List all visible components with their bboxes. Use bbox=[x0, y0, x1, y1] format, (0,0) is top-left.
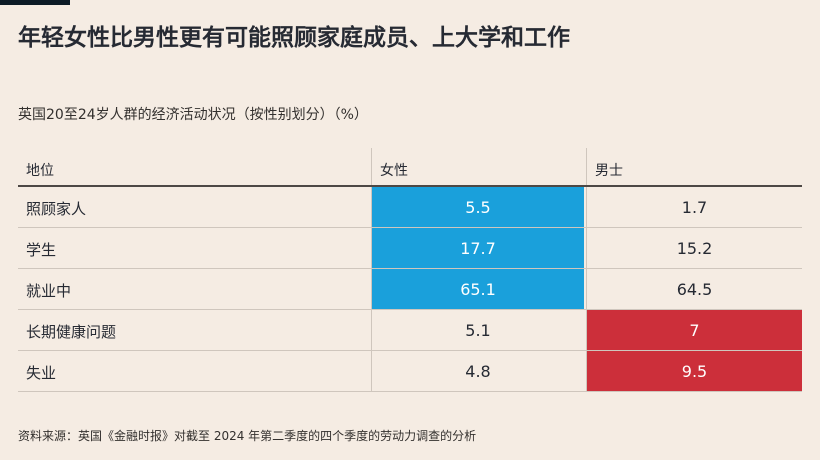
chart-subtitle: 英国20至24岁人群的经济活动状况（按性别划分）（%） bbox=[18, 107, 368, 123]
chart-title: 年轻女性比男性更有可能照顾家庭成员、上大学和工作 bbox=[18, 25, 570, 51]
column-divider bbox=[586, 351, 587, 391]
column-divider bbox=[586, 269, 587, 309]
column-divider bbox=[586, 310, 587, 350]
table-row: 学生 17.7 15.2 bbox=[18, 228, 802, 269]
column-divider bbox=[371, 351, 372, 391]
table-header-row: 地位 女性 男士 bbox=[18, 148, 802, 187]
column-divider bbox=[371, 310, 372, 350]
row-label: 就业中 bbox=[26, 282, 72, 300]
row-label: 学生 bbox=[26, 241, 57, 259]
male-value-cell: 15.2 bbox=[676, 238, 713, 258]
male-value-cell: 9.5 bbox=[587, 351, 802, 391]
female-value-cell: 65.1 bbox=[372, 269, 584, 309]
data-table: 地位 女性 男士 照顾家人 5.5 1.7 学生 17.7 15.2 就业中 65.1 64.5… bbox=[18, 148, 802, 392]
column-divider bbox=[586, 187, 587, 227]
male-value-cell: 7 bbox=[587, 310, 802, 350]
table-row: 就业中 65.1 64.5 bbox=[18, 269, 802, 310]
male-value-cell: 1.7 bbox=[681, 197, 708, 217]
female-value-cell: 5.1 bbox=[465, 320, 491, 340]
header-female: 女性 bbox=[380, 163, 408, 179]
row-label: 失业 bbox=[26, 364, 57, 382]
column-divider bbox=[586, 148, 587, 185]
table-row: 失业 4.8 9.5 bbox=[18, 351, 802, 392]
table-row: 照顾家人 5.5 1.7 bbox=[18, 187, 802, 228]
female-value-cell: 17.7 bbox=[372, 228, 584, 268]
female-value-cell: 5.5 bbox=[372, 187, 584, 227]
column-divider bbox=[371, 228, 372, 268]
row-label: 长期健康问题 bbox=[26, 323, 117, 341]
column-divider bbox=[371, 148, 372, 185]
brand-bar bbox=[0, 0, 70, 5]
column-divider bbox=[371, 269, 372, 309]
female-value-cell: 4.8 bbox=[465, 361, 491, 381]
header-status: 地位 bbox=[26, 163, 54, 179]
row-label: 照顾家人 bbox=[26, 200, 87, 218]
column-divider bbox=[371, 187, 372, 227]
header-male: 男士 bbox=[595, 163, 623, 179]
column-divider bbox=[586, 228, 587, 268]
source-note: 资料来源：英国《金融时报》对截至 2024 年第二季度的四个季度的劳动力调查的分… bbox=[18, 429, 477, 443]
male-value-cell: 64.5 bbox=[676, 279, 713, 299]
table-body: 照顾家人 5.5 1.7 学生 17.7 15.2 就业中 65.1 64.5 长期健康问题 5.1… bbox=[18, 187, 802, 392]
table-row: 长期健康问题 5.1 7 bbox=[18, 310, 802, 351]
